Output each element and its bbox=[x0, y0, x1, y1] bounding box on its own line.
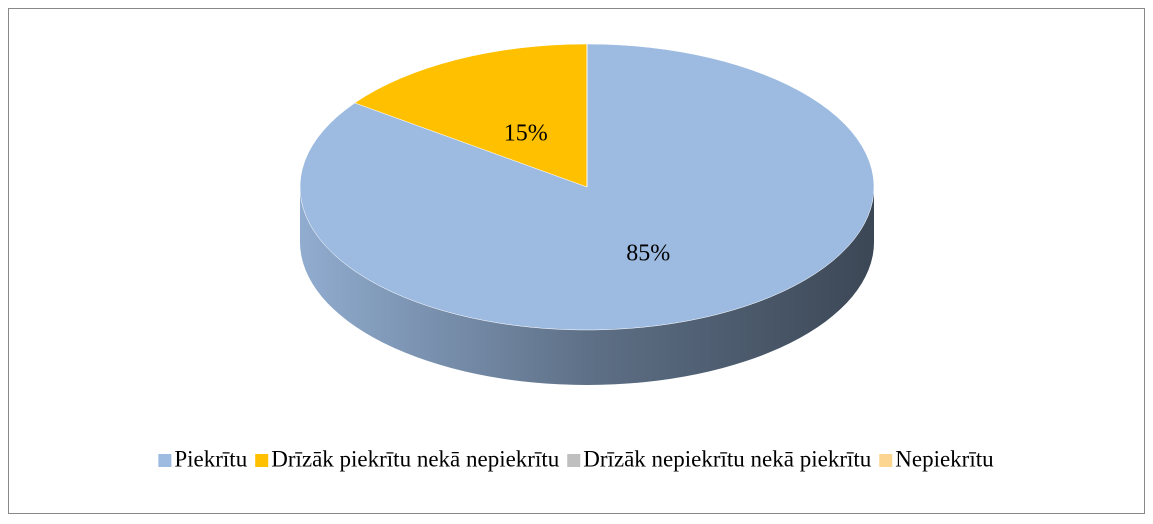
legend-swatch bbox=[567, 454, 581, 467]
data-label: 15% bbox=[504, 121, 548, 147]
legend-swatch bbox=[255, 454, 269, 467]
legend-label: Drīzāk nepiekrītu nekā piekrītu bbox=[583, 446, 872, 471]
legend-swatch bbox=[158, 454, 172, 467]
legend-label: Drīzāk piekrītu nekā nepiekrītu bbox=[271, 446, 560, 471]
data-label: 85% bbox=[626, 240, 670, 266]
slice bbox=[354, 43, 588, 188]
legend-swatch bbox=[879, 454, 893, 467]
legend-label: Piekrītu bbox=[174, 446, 247, 471]
legend-label: Nepiekrītu bbox=[895, 446, 994, 471]
side-shade bbox=[300, 187, 874, 385]
